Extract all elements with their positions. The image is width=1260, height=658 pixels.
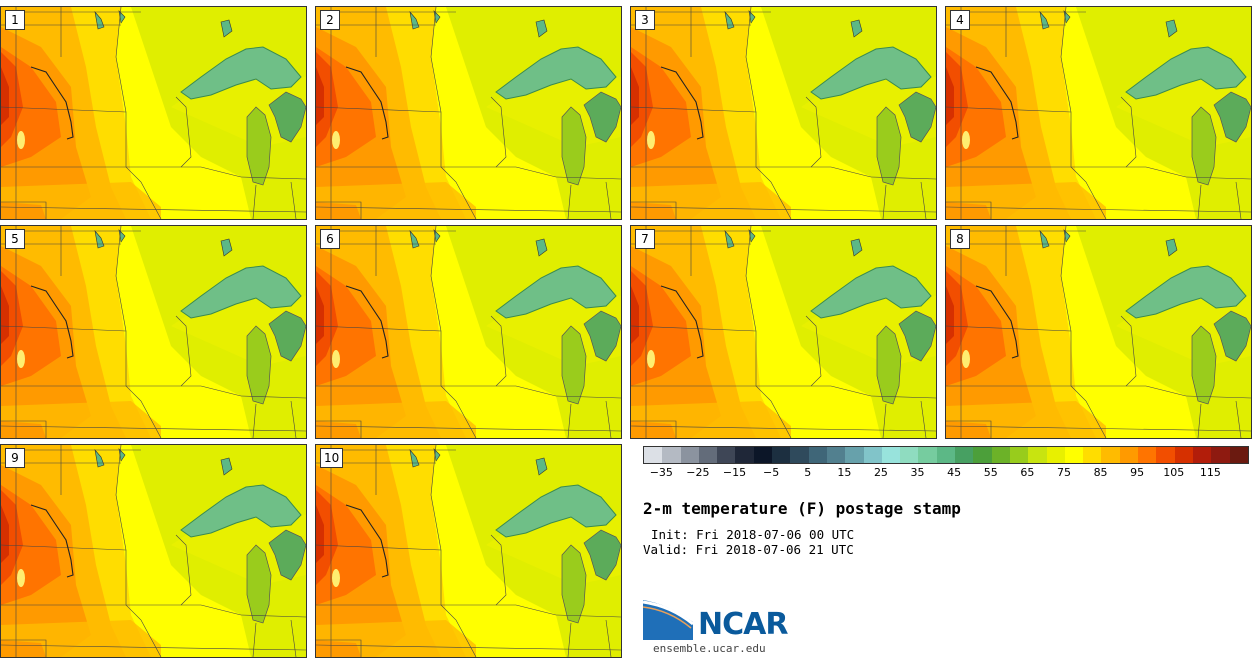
ensemble-url: ensemble.ucar.edu <box>653 642 766 655</box>
member-number: 10 <box>320 448 344 468</box>
temperature-map <box>316 7 621 219</box>
colorbar-swatch <box>936 447 956 463</box>
member-number: 5 <box>5 229 25 249</box>
colorbar-swatch <box>680 447 699 463</box>
colorbar-swatch <box>644 447 663 463</box>
member-number: 6 <box>320 229 340 249</box>
colorbar-swatch <box>918 447 937 463</box>
colorbar-swatch <box>1046 447 1065 463</box>
colorbar-tick-label: 115 <box>1199 466 1221 479</box>
colorbar-swatch <box>1064 447 1084 463</box>
colorbar-tick-label: 5 <box>804 466 812 479</box>
colorbar-swatch <box>772 447 791 463</box>
temperature-map <box>946 226 1251 438</box>
colorbar-tick-label: 35 <box>910 466 925 479</box>
colorbar-tick-label: 85 <box>1093 466 1108 479</box>
colorbar-swatch <box>717 447 736 463</box>
valid-time: Valid: Fri 2018-07-06 21 UTC <box>643 542 854 557</box>
member-number: 9 <box>5 448 25 468</box>
colorbar-swatch <box>662 447 681 463</box>
temperature-map <box>631 7 936 219</box>
colorbar-swatch <box>845 447 864 463</box>
colorbar-swatch <box>1138 447 1157 463</box>
member-number: 7 <box>635 229 655 249</box>
temperature-map <box>316 445 621 657</box>
colorbar-tick-label: 25 <box>873 466 888 479</box>
ensemble-member-panel: 7 <box>630 225 937 439</box>
temperature-map <box>631 226 936 438</box>
colorbar-tick-label: 65 <box>1020 466 1035 479</box>
colorbar-tick-label: −5 <box>763 466 780 479</box>
ensemble-member-panel: 2 <box>315 6 622 220</box>
member-number: 1 <box>5 10 25 30</box>
temperature-map <box>1 7 306 219</box>
colorbar-swatch <box>1009 447 1029 463</box>
colorbar-swatch <box>881 447 901 463</box>
colorbar-swatch <box>1156 447 1175 463</box>
colorbar-tick-label: 15 <box>837 466 852 479</box>
ncar-logo-text: NCAR <box>698 607 788 642</box>
colorbar-swatch <box>753 447 773 463</box>
ensemble-member-panel: 9 <box>0 444 307 658</box>
ncar-logo-icon <box>643 600 694 640</box>
colorbar-tick-label: 75 <box>1056 466 1071 479</box>
colorbar-swatch <box>808 447 827 463</box>
colorbar-tick-label: 45 <box>947 466 962 479</box>
colorbar-swatch <box>973 447 992 463</box>
ensemble-member-panel: 1 <box>0 6 307 220</box>
ensemble-member-panel: 6 <box>315 225 622 439</box>
ensemble-member-panel: 8 <box>945 225 1252 439</box>
member-number: 3 <box>635 10 655 30</box>
colorbar-swatch <box>698 447 718 463</box>
colorbar-swatch <box>955 447 974 463</box>
temperature-map <box>946 7 1251 219</box>
colorbar-swatch <box>1028 447 1047 463</box>
colorbar-swatch <box>790 447 809 463</box>
colorbar-swatch <box>1119 447 1139 463</box>
colorbar-tick-label: 95 <box>1130 466 1145 479</box>
init-time: Init: Fri 2018-07-06 00 UTC <box>651 527 855 542</box>
colorbar-ticks: −35 −25 −15 −5 5 15 25 35 45 55 65 75 85 95 105 115 <box>643 462 1247 482</box>
colorbar-swatch <box>1101 447 1120 463</box>
ensemble-member-panel: 4 <box>945 6 1252 220</box>
colorbar-swatch <box>1229 447 1248 463</box>
colorbar-tick-label: −35 <box>649 466 673 479</box>
temperature-map <box>1 445 306 657</box>
colorbar-swatch <box>1083 447 1102 463</box>
member-number: 2 <box>320 10 340 30</box>
colorbar-swatch <box>863 447 882 463</box>
colorbar-swatch <box>1192 447 1212 463</box>
colorbar-tick-label: 105 <box>1163 466 1185 479</box>
colorbar-tick-label: −25 <box>686 466 710 479</box>
colorbar-swatch <box>1174 447 1193 463</box>
colorbar-swatch <box>900 447 919 463</box>
colorbar-swatch <box>991 447 1010 463</box>
ensemble-member-panel: 5 <box>0 225 307 439</box>
temperature-map <box>1 226 306 438</box>
colorbar-swatch <box>826 447 846 463</box>
temperature-map <box>316 226 621 438</box>
colorbar-tick-label: −15 <box>722 466 747 479</box>
plot-title: 2-m temperature (F) postage stamp <box>643 499 961 518</box>
colorbar-swatch <box>1211 447 1230 463</box>
member-number: 4 <box>950 10 970 30</box>
colorbar-swatch <box>735 447 754 463</box>
ensemble-member-panel: 10 <box>315 444 622 658</box>
temperature-colorbar <box>643 446 1249 464</box>
ensemble-member-panel: 3 <box>630 6 937 220</box>
colorbar-tick-label: 55 <box>983 466 998 479</box>
member-number: 8 <box>950 229 970 249</box>
